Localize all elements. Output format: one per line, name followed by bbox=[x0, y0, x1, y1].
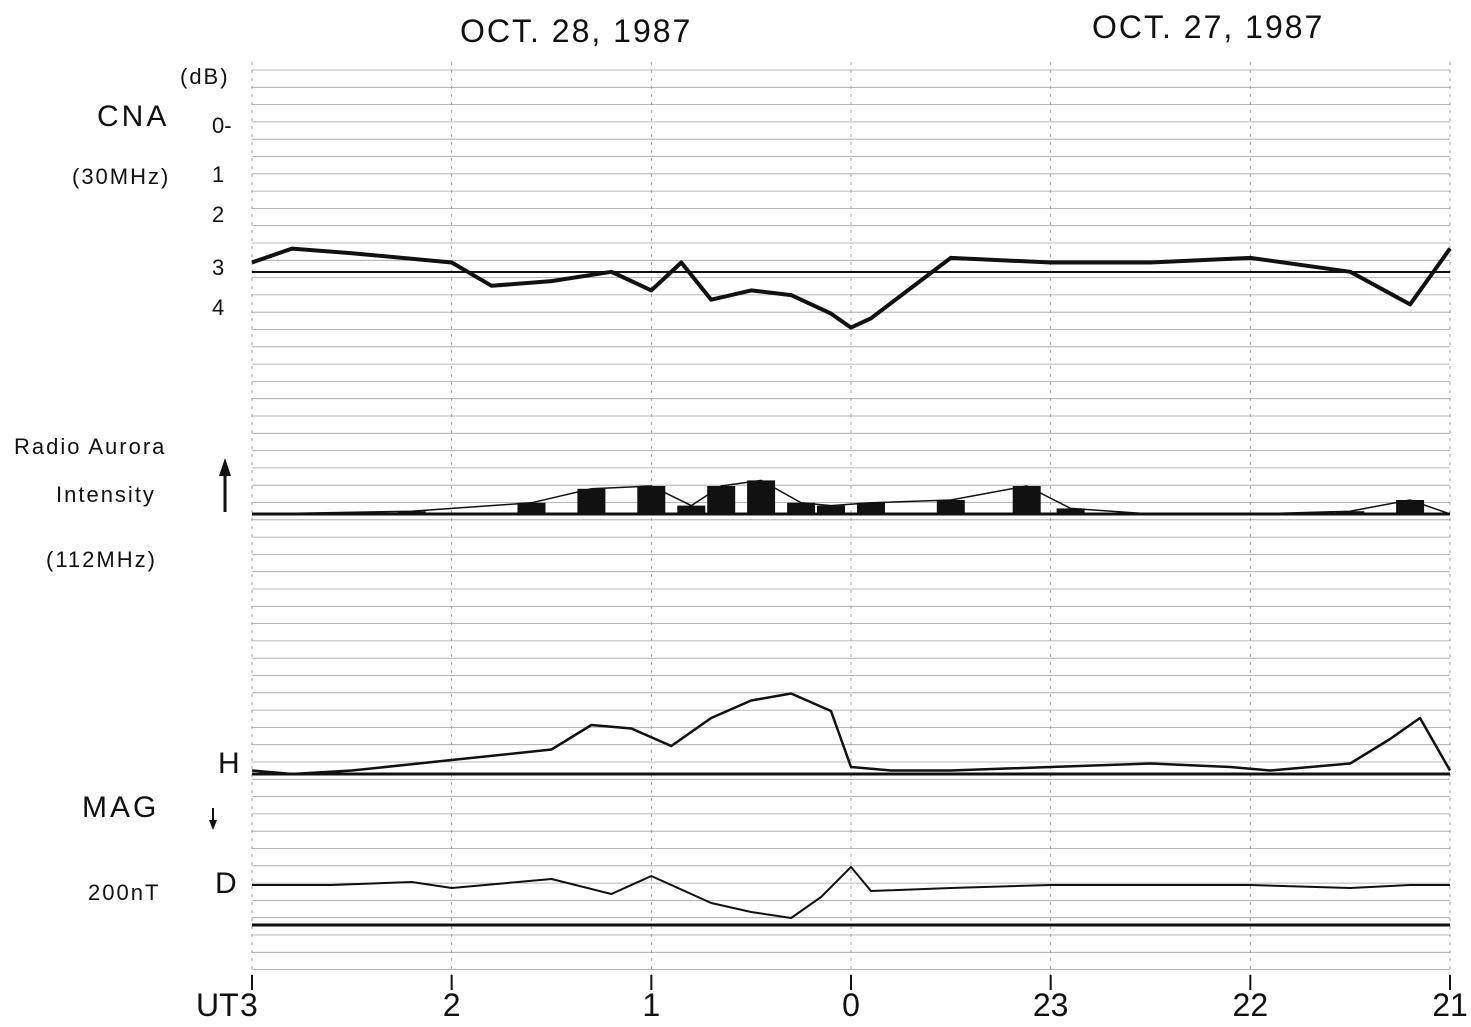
left-date-header: OCT. 28, 1987 bbox=[460, 13, 692, 49]
radio-aurora-burst bbox=[1396, 500, 1425, 514]
x-axis-ticks: 3 2 1 0 23 22 21 bbox=[240, 975, 1468, 1023]
cna-tick-3: 3 bbox=[212, 255, 224, 280]
mag-scale-label: 200nT bbox=[88, 880, 160, 905]
right-date-header: OCT. 27, 1987 bbox=[1092, 9, 1324, 45]
cna-label: CNA bbox=[97, 100, 169, 133]
radio-aurora-burst bbox=[577, 488, 606, 514]
mag-d-trace bbox=[252, 866, 1450, 919]
x-tick-label: 23 bbox=[1033, 987, 1069, 1023]
radio-aurora-burst bbox=[517, 502, 546, 514]
radio-aurora-label: Radio Aurora bbox=[14, 434, 166, 459]
x-tick-label: 21 bbox=[1432, 987, 1468, 1023]
data-traces bbox=[251, 246, 1452, 919]
mag-d-label: D bbox=[215, 867, 240, 900]
x-tick-label: 22 bbox=[1233, 987, 1269, 1023]
x-tick-label: 2 bbox=[443, 987, 461, 1023]
radio-aurora-burst bbox=[787, 502, 816, 514]
ut-axis-label: UT bbox=[196, 987, 239, 1023]
radio-aurora-burst bbox=[936, 500, 965, 514]
mag-h-label: H bbox=[218, 747, 243, 780]
radio-aurora-burst bbox=[1056, 508, 1085, 514]
radio-aurora-burst bbox=[397, 511, 426, 514]
cna-tick-4: 4 bbox=[212, 295, 224, 320]
radio-aurora-burst bbox=[817, 505, 845, 514]
radio-intensity-label: Intensity bbox=[56, 482, 156, 507]
x-tick-label: 3 bbox=[240, 987, 258, 1023]
radio-aurora-burst bbox=[677, 505, 706, 514]
hour-gridlines bbox=[251, 62, 1451, 985]
up-arrow-icon bbox=[219, 458, 231, 512]
cna-frequency-label: (30MHz) bbox=[72, 164, 170, 189]
mag-h-trace bbox=[251, 692, 1452, 776]
radio-aurora-burst bbox=[857, 502, 885, 514]
radio-aurora-trace bbox=[251, 479, 1451, 515]
radio-aurora-burst bbox=[707, 486, 736, 514]
cna-tick-1: 1 bbox=[212, 162, 224, 187]
cna-unit-label: (dB) bbox=[180, 64, 230, 89]
radio-aurora-burst bbox=[1336, 511, 1365, 514]
down-arrow-icon bbox=[209, 808, 217, 830]
cna-trace bbox=[251, 246, 1452, 330]
mag-label: MAG bbox=[82, 791, 159, 824]
x-tick-label: 1 bbox=[642, 987, 660, 1023]
x-tick-label: 0 bbox=[842, 987, 860, 1023]
cna-tick-0: 0- bbox=[212, 113, 232, 138]
cna-tick-2: 2 bbox=[212, 202, 224, 227]
radio-frequency-label: (112MHz) bbox=[46, 547, 157, 572]
